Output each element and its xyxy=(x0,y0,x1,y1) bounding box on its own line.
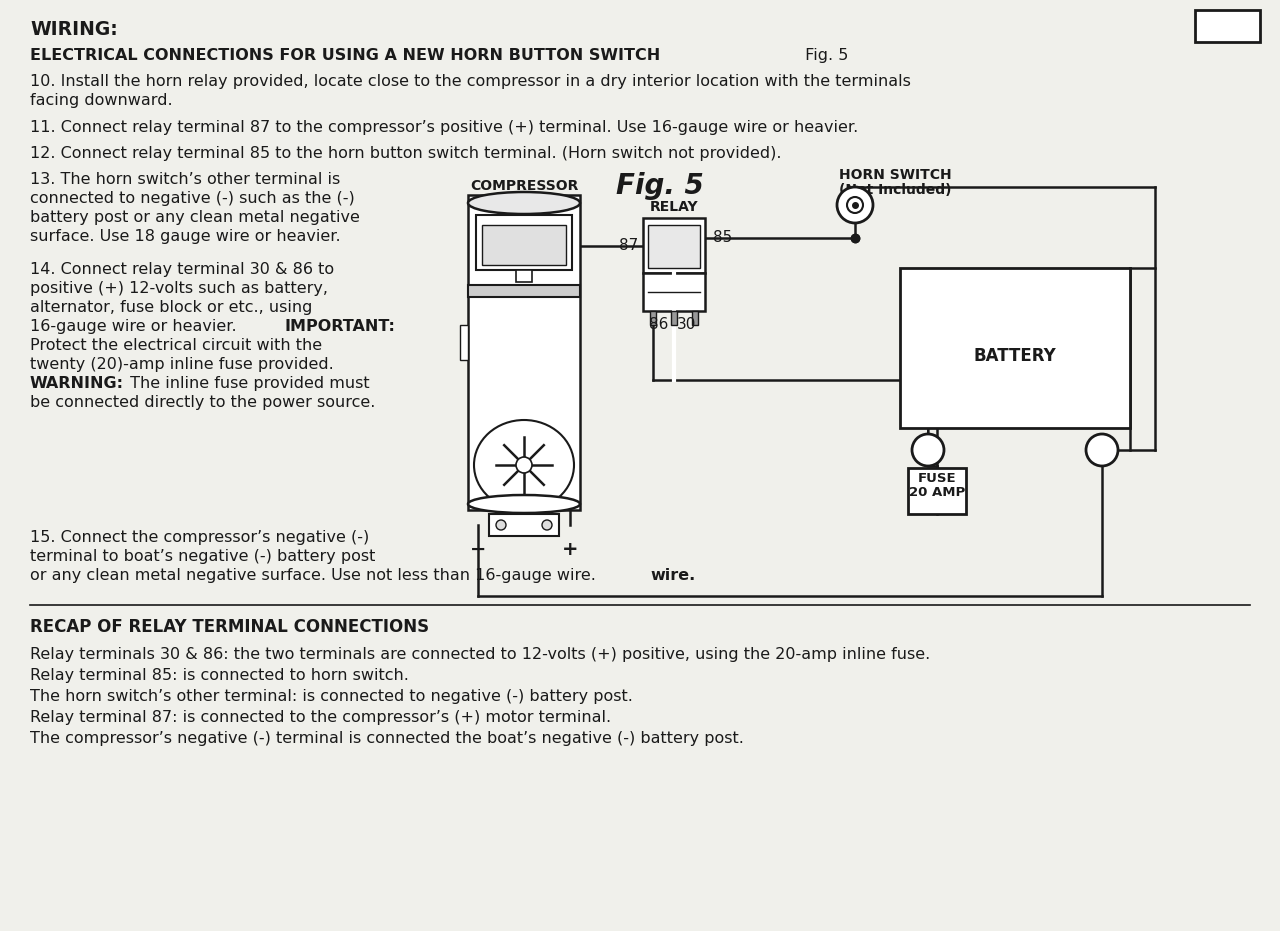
Text: ELECTRICAL CONNECTIONS FOR USING A NEW HORN BUTTON SWITCH: ELECTRICAL CONNECTIONS FOR USING A NEW H… xyxy=(29,48,660,63)
Bar xyxy=(468,195,580,510)
Bar xyxy=(643,273,705,311)
Ellipse shape xyxy=(468,192,580,214)
Bar xyxy=(650,311,657,325)
Text: 85: 85 xyxy=(713,231,732,246)
Circle shape xyxy=(497,520,506,530)
Text: The inline fuse provided must: The inline fuse provided must xyxy=(125,376,370,391)
Text: terminal to boat’s negative (-) battery post: terminal to boat’s negative (-) battery … xyxy=(29,549,375,564)
Bar xyxy=(900,268,1130,428)
Text: connected to negative (-) such as the (-): connected to negative (-) such as the (-… xyxy=(29,191,355,206)
Circle shape xyxy=(837,187,873,223)
Text: 12. Connect relay terminal 85 to the horn button switch terminal. (Horn switch n: 12. Connect relay terminal 85 to the hor… xyxy=(29,146,782,161)
Text: Fig. 5: Fig. 5 xyxy=(800,48,849,63)
Text: 11. Connect relay terminal 87 to the compressor’s positive (+) terminal. Use 16-: 11. Connect relay terminal 87 to the com… xyxy=(29,120,859,135)
Text: 13. The horn switch’s other terminal is: 13. The horn switch’s other terminal is xyxy=(29,172,340,187)
Text: Relay terminal 85: is connected to horn switch.: Relay terminal 85: is connected to horn … xyxy=(29,668,408,683)
Text: 20 AMP: 20 AMP xyxy=(909,487,965,500)
Bar xyxy=(460,325,468,360)
Text: 15. Connect the compressor’s negative (-): 15. Connect the compressor’s negative (-… xyxy=(29,530,369,545)
Text: The horn switch’s other terminal: is connected to negative (-) battery post.: The horn switch’s other terminal: is con… xyxy=(29,689,632,704)
Text: battery post or any clean metal negative: battery post or any clean metal negative xyxy=(29,210,360,225)
Text: −: − xyxy=(1093,426,1111,446)
Bar xyxy=(648,225,700,268)
Text: 16-gauge wire or heavier.: 16-gauge wire or heavier. xyxy=(29,319,242,334)
Text: (Not Included): (Not Included) xyxy=(838,183,951,197)
Text: twenty (20)-amp inline fuse provided.: twenty (20)-amp inline fuse provided. xyxy=(29,357,334,372)
Text: alternator, fuse block or etc., using: alternator, fuse block or etc., using xyxy=(29,300,312,315)
Bar xyxy=(476,215,572,270)
Text: 86: 86 xyxy=(649,317,668,332)
Text: 14. Connect relay terminal 30 & 86 to: 14. Connect relay terminal 30 & 86 to xyxy=(29,262,334,277)
Circle shape xyxy=(541,520,552,530)
Circle shape xyxy=(847,197,863,213)
Text: Relay terminals 30 & 86: the two terminals are connected to 12-volts (+) positiv: Relay terminals 30 & 86: the two termina… xyxy=(29,647,931,662)
Text: COMPRESSOR: COMPRESSOR xyxy=(470,179,579,193)
Text: surface. Use 18 gauge wire or heavier.: surface. Use 18 gauge wire or heavier. xyxy=(29,229,340,244)
Bar xyxy=(643,218,705,273)
Text: 10. Install the horn relay provided, locate close to the compressor in a dry int: 10. Install the horn relay provided, loc… xyxy=(29,74,911,89)
Text: RECAP OF RELAY TERMINAL CONNECTIONS: RECAP OF RELAY TERMINAL CONNECTIONS xyxy=(29,618,429,636)
Text: positive (+) 12-volts such as battery,: positive (+) 12-volts such as battery, xyxy=(29,281,328,296)
Text: wire.: wire. xyxy=(650,568,695,583)
Text: be connected directly to the power source.: be connected directly to the power sourc… xyxy=(29,395,375,410)
Text: WIRING:: WIRING: xyxy=(29,20,118,39)
Text: +: + xyxy=(562,540,579,559)
Text: Protect the electrical circuit with the: Protect the electrical circuit with the xyxy=(29,338,323,353)
Text: IMPORTANT:: IMPORTANT: xyxy=(285,319,396,334)
Bar xyxy=(908,468,966,514)
Bar xyxy=(1196,10,1260,42)
Bar xyxy=(671,311,677,325)
Bar xyxy=(489,514,559,536)
Ellipse shape xyxy=(468,495,580,513)
Bar xyxy=(516,270,532,282)
Text: 87: 87 xyxy=(618,238,637,253)
Text: Fig. 5: Fig. 5 xyxy=(616,172,704,200)
Text: +: + xyxy=(919,426,937,446)
Ellipse shape xyxy=(474,420,573,510)
Text: or any clean metal negative surface. Use not less than 16-gauge wire.: or any clean metal negative surface. Use… xyxy=(29,568,596,583)
Circle shape xyxy=(911,434,945,466)
Text: WARNING:: WARNING: xyxy=(29,376,124,391)
Text: Relay terminal 87: is connected to the compressor’s (+) motor terminal.: Relay terminal 87: is connected to the c… xyxy=(29,710,611,725)
Text: 30: 30 xyxy=(677,317,696,332)
Circle shape xyxy=(516,457,532,473)
Bar xyxy=(692,311,698,325)
Bar xyxy=(468,299,580,480)
Bar xyxy=(468,285,580,297)
Text: BATTERY: BATTERY xyxy=(974,347,1056,365)
Text: FUSE: FUSE xyxy=(918,473,956,485)
Text: −: − xyxy=(470,540,486,559)
Text: RELAY: RELAY xyxy=(650,200,699,214)
Text: HORN SWITCH: HORN SWITCH xyxy=(838,168,951,182)
Bar xyxy=(483,225,566,265)
Circle shape xyxy=(1085,434,1117,466)
Text: The compressor’s negative (-) terminal is connected the boat’s negative (-) batt: The compressor’s negative (-) terminal i… xyxy=(29,731,744,746)
Text: facing downward.: facing downward. xyxy=(29,93,173,108)
